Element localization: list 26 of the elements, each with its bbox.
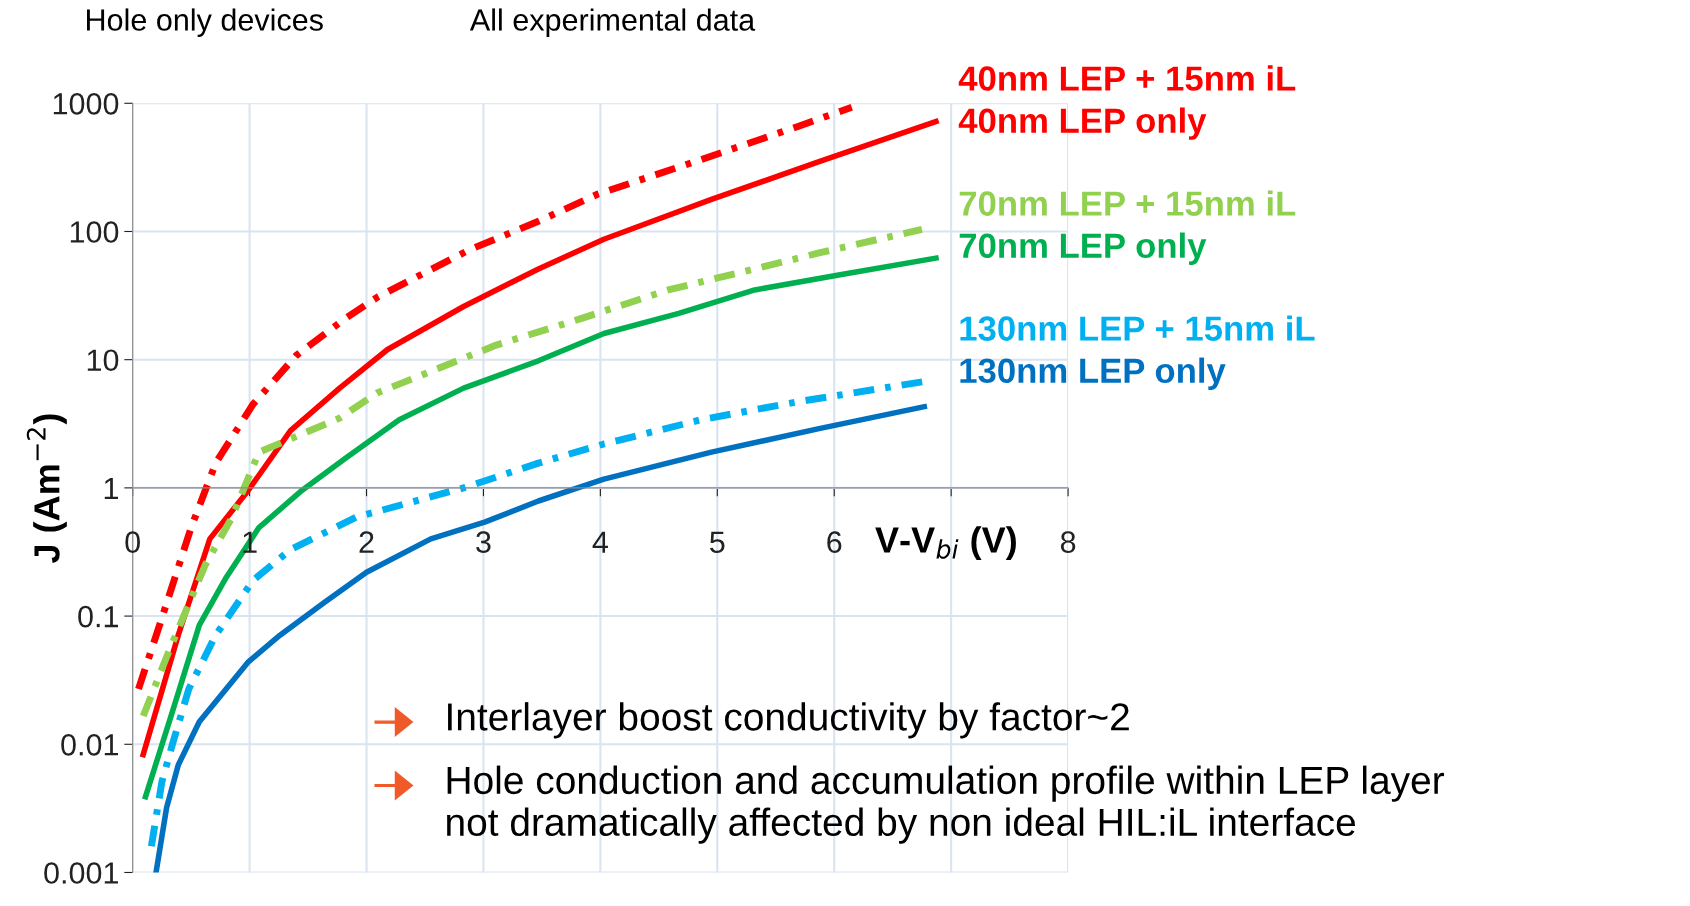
x-tick-label: 2 bbox=[359, 531, 374, 553]
y-tick-label: 10 bbox=[87, 349, 119, 372]
y-tick-label: 0.01 bbox=[61, 734, 118, 756]
y-tick-label: 1 bbox=[104, 477, 118, 499]
chart-title: Hole only devices bbox=[87, 8, 323, 37]
x-tick-label: 3 bbox=[476, 531, 491, 553]
y-tick-label: 100 bbox=[70, 221, 119, 243]
chart-subtitle: All experimental data bbox=[469, 8, 756, 37]
series-label: 40nm LEP only bbox=[958, 107, 1207, 140]
x-tick-label: 8 bbox=[1060, 531, 1076, 553]
series-label: 70nm LEP only bbox=[959, 232, 1207, 265]
x-tick-label: 4 bbox=[592, 531, 608, 553]
x-axis-title: V-V$_{bi}$ (V) bbox=[875, 526, 1016, 560]
text: 40nm LEP + 15nm iL bbox=[958, 65, 1296, 91]
y-tick-label: 1000 bbox=[53, 93, 119, 115]
series-label: 70nm LEP + 15nm iL bbox=[959, 190, 1296, 216]
x-tick-label: 5 bbox=[710, 531, 725, 553]
y-tick-label: 0.1 bbox=[78, 605, 118, 628]
x-tick-label: 6 bbox=[827, 531, 842, 553]
series-label: 130nm LEP only bbox=[960, 357, 1226, 390]
x-tick-label: 0 bbox=[125, 531, 140, 553]
series-label: 130nm LEP + 15nm iL bbox=[960, 315, 1315, 341]
annotation: Hole conduction and accumulation profile within LEP layer not dramatically affected by non ideal HIL:iL interface bbox=[447, 765, 1445, 844]
y-axis-title: J (Am$^{−2}$) bbox=[26, 414, 67, 563]
y-tick-label: 0.001 bbox=[44, 862, 118, 884]
annotation: Interlayer boost conductivity by factor~2 bbox=[448, 702, 1129, 739]
